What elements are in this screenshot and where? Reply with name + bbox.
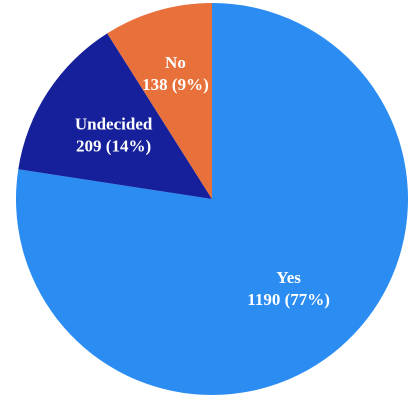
slice-value-undecided: 209 (14%) [76, 137, 151, 156]
pie-slice-no [107, 3, 212, 199]
pie-slices [15, 3, 408, 395]
slice-label-no: No [165, 53, 186, 72]
slice-value-yes: 1190 (77%) [247, 290, 330, 309]
slice-label-yes: Yes [276, 268, 301, 287]
pie-labels: Yes 1190 (77%) Undecided 209 (14%) No 138 (9%… [75, 53, 330, 309]
slice-value-no: 138 (9%) [142, 75, 209, 94]
pie-slice-undecided [18, 33, 213, 199]
slice-label-undecided: Undecided [75, 115, 153, 134]
